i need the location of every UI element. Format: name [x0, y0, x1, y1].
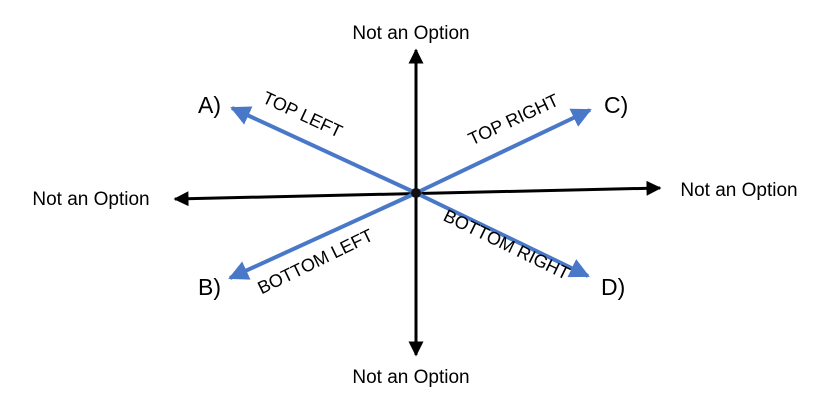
- option-a-letter: A): [198, 92, 221, 118]
- top-axis-label: Not an Option: [352, 23, 469, 44]
- top-left-label: TOP LEFT: [260, 87, 346, 141]
- option-d-letter: D): [601, 274, 625, 300]
- bottom-right-label: BOTTOM RIGHT: [440, 205, 573, 283]
- right-axis-label: Not an Option: [680, 180, 797, 201]
- bottom-right-arrow: [415, 191, 590, 278]
- bottom-left-label: BOTTOM LEFT: [255, 225, 377, 298]
- option-c-letter: C): [604, 92, 628, 118]
- center-point: [411, 188, 421, 198]
- bottom-axis-label: Not an Option: [352, 367, 469, 388]
- top-left-arrow: [230, 106, 417, 195]
- top-right-arrow: [415, 108, 592, 195]
- bottom-left-arrow: [228, 191, 417, 280]
- option-b-letter: B): [198, 274, 221, 300]
- top-right-label: TOP RIGHT: [465, 90, 562, 149]
- left-axis-label: Not an Option: [32, 189, 149, 210]
